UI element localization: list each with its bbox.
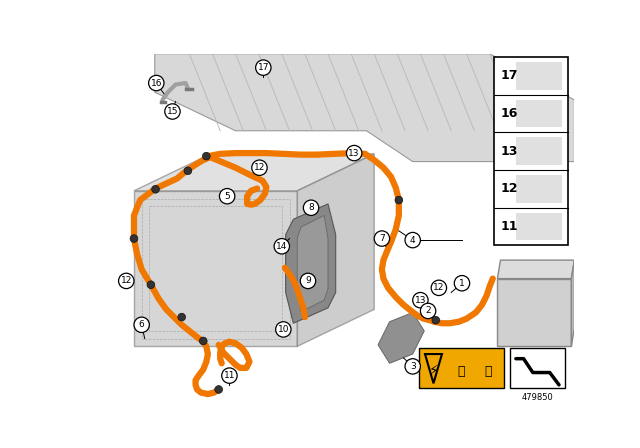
Text: 7: 7 <box>379 234 385 243</box>
Circle shape <box>431 280 447 296</box>
Text: 11: 11 <box>224 371 235 380</box>
Bar <box>516 175 562 203</box>
Circle shape <box>413 293 428 308</box>
Bar <box>516 99 562 127</box>
Circle shape <box>374 231 390 246</box>
Text: 4: 4 <box>410 236 415 245</box>
Text: 16: 16 <box>150 78 162 87</box>
Polygon shape <box>497 279 572 346</box>
Circle shape <box>147 281 155 289</box>
Text: 13: 13 <box>500 145 518 158</box>
Polygon shape <box>134 191 297 346</box>
Text: 12: 12 <box>254 163 265 172</box>
Polygon shape <box>497 260 575 279</box>
Text: 12: 12 <box>120 276 132 285</box>
Circle shape <box>420 303 436 319</box>
Text: 8: 8 <box>308 203 314 212</box>
Text: 10: 10 <box>278 325 289 334</box>
Text: 12: 12 <box>500 182 518 195</box>
Circle shape <box>118 273 134 289</box>
Circle shape <box>303 200 319 215</box>
Polygon shape <box>155 54 575 162</box>
Circle shape <box>300 273 316 289</box>
Text: 1: 1 <box>459 279 465 288</box>
Text: 6: 6 <box>139 320 145 329</box>
Text: 12: 12 <box>433 283 445 293</box>
Text: 11: 11 <box>500 220 518 233</box>
Text: 14: 14 <box>276 242 287 251</box>
Text: 17: 17 <box>257 63 269 72</box>
Polygon shape <box>572 260 575 346</box>
Circle shape <box>405 359 420 374</box>
Bar <box>509 348 565 388</box>
Text: ⚡: ⚡ <box>429 364 438 378</box>
Text: 3: 3 <box>410 362 415 371</box>
Circle shape <box>220 189 235 204</box>
Circle shape <box>152 185 159 193</box>
Circle shape <box>134 317 149 332</box>
Circle shape <box>202 152 210 160</box>
Polygon shape <box>297 215 328 312</box>
Circle shape <box>346 146 362 161</box>
Text: 479850: 479850 <box>522 393 554 402</box>
Text: 16: 16 <box>500 107 518 120</box>
Circle shape <box>184 167 192 175</box>
Bar <box>419 348 504 388</box>
Text: ✋: ✋ <box>484 365 492 378</box>
Polygon shape <box>285 204 336 323</box>
Circle shape <box>405 233 420 248</box>
Circle shape <box>255 60 271 75</box>
Text: 13: 13 <box>415 296 426 305</box>
Circle shape <box>252 160 267 176</box>
Bar <box>516 62 562 90</box>
Polygon shape <box>425 354 442 383</box>
Bar <box>516 213 562 241</box>
Circle shape <box>454 276 470 291</box>
Circle shape <box>164 104 180 119</box>
Bar <box>516 137 562 165</box>
Text: 15: 15 <box>166 107 178 116</box>
Circle shape <box>432 316 440 324</box>
Text: 9: 9 <box>305 276 311 285</box>
Circle shape <box>221 368 237 383</box>
Circle shape <box>395 196 403 204</box>
Text: 13: 13 <box>348 149 360 158</box>
Circle shape <box>178 313 186 321</box>
Circle shape <box>276 322 291 337</box>
Circle shape <box>350 149 358 157</box>
Text: 2: 2 <box>426 306 431 315</box>
Circle shape <box>148 75 164 90</box>
Bar <box>494 57 568 246</box>
Circle shape <box>200 337 207 345</box>
Text: 5: 5 <box>224 192 230 201</box>
Text: 17: 17 <box>500 69 518 82</box>
Polygon shape <box>378 313 424 363</box>
Circle shape <box>215 386 223 393</box>
Polygon shape <box>297 154 374 346</box>
Polygon shape <box>134 154 374 191</box>
Circle shape <box>274 238 289 254</box>
Circle shape <box>130 235 138 242</box>
Text: 📋: 📋 <box>458 365 465 378</box>
